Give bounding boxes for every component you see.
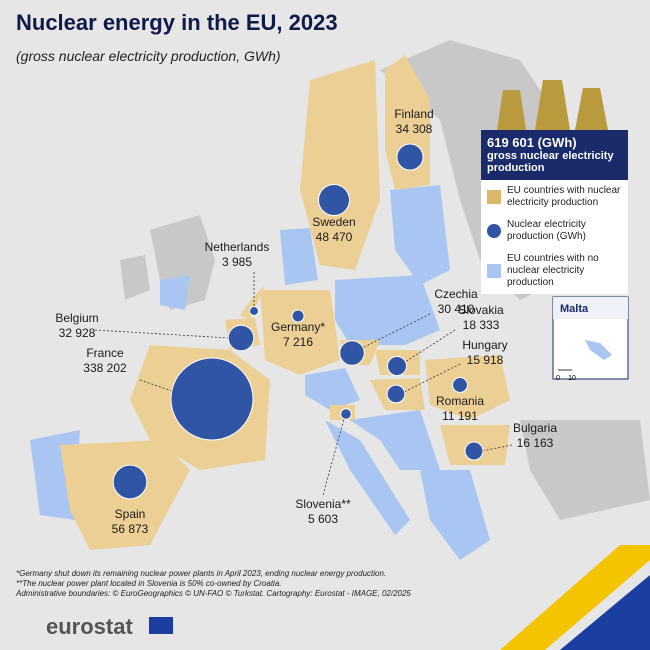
- country-name: Finland: [394, 107, 433, 121]
- inset-header: [553, 297, 628, 319]
- bubble: [386, 355, 408, 377]
- country-value: 5 603: [308, 512, 338, 526]
- leader-line: [481, 444, 513, 452]
- legend-label: EU countries with no nuclear electricity…: [507, 253, 599, 288]
- bubble: [112, 464, 148, 500]
- country-value: 15 918: [467, 353, 504, 367]
- country-name: Hungary: [462, 338, 507, 352]
- legend-item: Nuclear electricity production (GWh): [481, 214, 628, 248]
- legend: 619 601 (GWh) gross nuclear electricity …: [481, 130, 628, 294]
- country-value: 16 163: [517, 436, 554, 450]
- eu-nuclear: [60, 55, 510, 550]
- malta-shape: [585, 340, 612, 360]
- logo: eurostat: [46, 614, 133, 639]
- leader-line: [94, 329, 230, 339]
- bubble: [339, 340, 365, 366]
- country-value: 11 191: [442, 409, 478, 423]
- bubble: [291, 309, 305, 323]
- country-value: 18 333: [463, 318, 500, 332]
- bubble: [464, 441, 484, 461]
- scale-label: 0: [556, 375, 560, 382]
- footnote: *Germany shut down its remaining nuclear…: [16, 569, 387, 578]
- subtitle: (gross nuclear electricity production, G…: [16, 48, 281, 64]
- bubble: [452, 377, 468, 393]
- legend-item: EU countries with nuclear electricity pr…: [481, 180, 628, 214]
- bubble: [317, 183, 351, 217]
- country-name: Netherlands: [205, 240, 270, 254]
- leader-line: [403, 363, 461, 393]
- country-name: Bulgaria: [513, 421, 557, 435]
- country-name: Romania: [436, 394, 484, 408]
- leader-line: [361, 313, 431, 349]
- country-value: 48 470: [316, 230, 353, 244]
- leader-line: [322, 418, 345, 496]
- country-value: 338 202: [83, 361, 127, 375]
- bubble: [249, 306, 259, 316]
- country-name: Sweden: [312, 215, 355, 229]
- country-value: 32 928: [59, 326, 96, 340]
- decoration: [500, 545, 650, 650]
- scale-label: 10: [568, 375, 576, 382]
- country-name: Spain: [115, 507, 146, 521]
- country-value: 7 216: [283, 335, 313, 349]
- legend-total: 619 601 (GWh): [487, 135, 577, 150]
- eu-flag: [149, 617, 173, 634]
- legend-header: 619 601 (GWh) gross nuclear electricity …: [481, 130, 628, 180]
- country-name: Belgium: [55, 311, 98, 325]
- bubble: [386, 384, 406, 404]
- country-value: 30 410: [438, 302, 475, 316]
- country-name: Slovakia: [458, 303, 504, 317]
- bubble: [340, 408, 352, 420]
- legend-total-caption: gross nuclear electricity production: [487, 150, 614, 174]
- bubble: [227, 324, 255, 352]
- eu-no-nuclear: [30, 185, 490, 560]
- country-value: 3 985: [222, 255, 252, 269]
- country-value: 34 308: [396, 122, 433, 136]
- legend-item: EU countries with no nuclear electricity…: [481, 248, 628, 294]
- country-name: Germany*: [271, 320, 325, 334]
- country-value: 56 873: [112, 522, 149, 536]
- leader-line: [404, 329, 456, 363]
- footnote: Administrative boundaries: © EuroGeograp…: [16, 589, 411, 598]
- title: Nuclear energy in the EU, 2023: [16, 10, 338, 35]
- decoration: [560, 575, 650, 650]
- legend-label: Nuclear electricity production (GWh): [507, 219, 586, 242]
- inset-title: Malta: [560, 303, 589, 315]
- bubble: [396, 143, 424, 171]
- country-name: Slovenia**: [295, 497, 351, 511]
- country-name: France: [86, 346, 124, 360]
- bubble: [170, 357, 254, 441]
- legend-label: EU countries with nuclear electricity pr…: [507, 185, 621, 208]
- cooling-towers: [497, 80, 608, 130]
- footnote: **The nuclear power plant located in Slo…: [16, 579, 282, 588]
- country-name: Czechia: [434, 287, 478, 301]
- footnotes: *Germany shut down its remaining nuclear…: [16, 569, 411, 599]
